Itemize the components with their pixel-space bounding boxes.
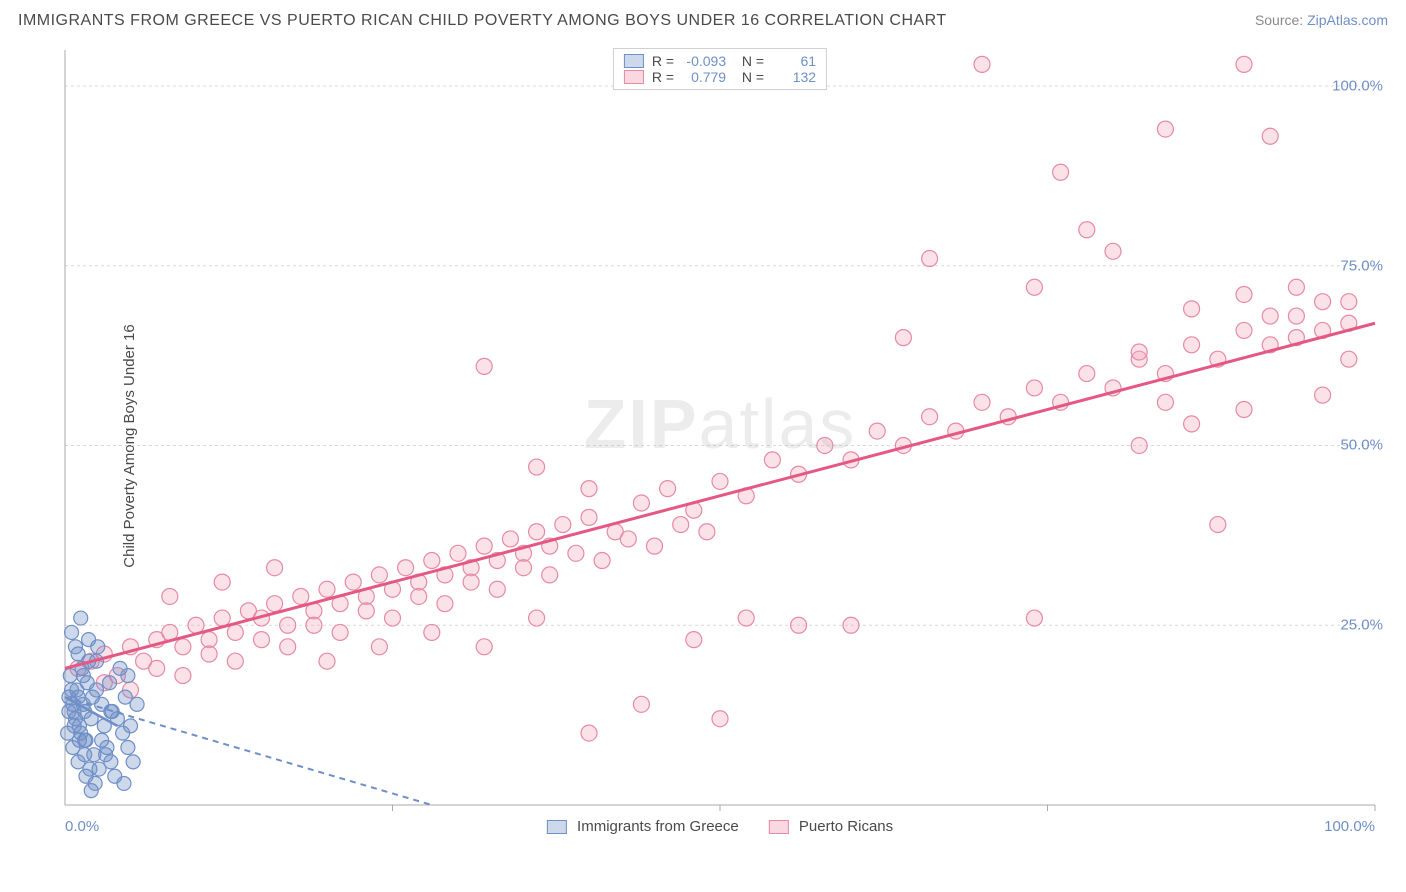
n-label: N = [734,53,764,69]
plot-area: ZIPatlas R = -0.093 N = 61 R = 0.779 N =… [55,45,1385,835]
legend-swatch-icon [547,820,567,834]
xtick-label: 0.0% [65,818,99,835]
legend-item-puerto: Puerto Ricans [769,818,893,835]
r-label: R = [652,69,674,85]
n-value-puerto: 132 [772,69,816,85]
r-value-puerto: 0.779 [682,69,726,85]
ytick-label: 50.0% [1340,437,1383,454]
legend-swatch-icon [769,820,789,834]
legend-row-greece: R = -0.093 N = 61 [624,53,816,69]
ytick-label: 25.0% [1340,617,1383,634]
legend-item-greece: Immigrants from Greece [547,818,739,835]
n-label: N = [734,69,764,85]
legend-label: Immigrants from Greece [577,818,739,835]
chart-title: IMMIGRANTS FROM GREECE VS PUERTO RICAN C… [18,12,947,30]
legend-row-puerto: R = 0.779 N = 132 [624,69,816,85]
legend-swatch-greece [624,54,644,68]
series-legend: Immigrants from Greece Puerto Ricans [547,818,893,835]
ytick-label: 75.0% [1340,257,1383,274]
source-link[interactable]: ZipAtlas.com [1307,12,1388,28]
ytick-label: 100.0% [1332,77,1383,94]
legend-swatch-puerto [624,70,644,84]
source-credit: Source: ZipAtlas.com [1255,12,1388,28]
xtick-label: 100.0% [1324,818,1375,835]
r-value-greece: -0.093 [682,53,726,69]
correlation-legend: R = -0.093 N = 61 R = 0.779 N = 132 [613,48,827,90]
n-value-greece: 61 [772,53,816,69]
legend-label: Puerto Ricans [799,818,893,835]
scatter-chart [55,45,1385,835]
source-label: Source: [1255,12,1303,28]
r-label: R = [652,53,674,69]
